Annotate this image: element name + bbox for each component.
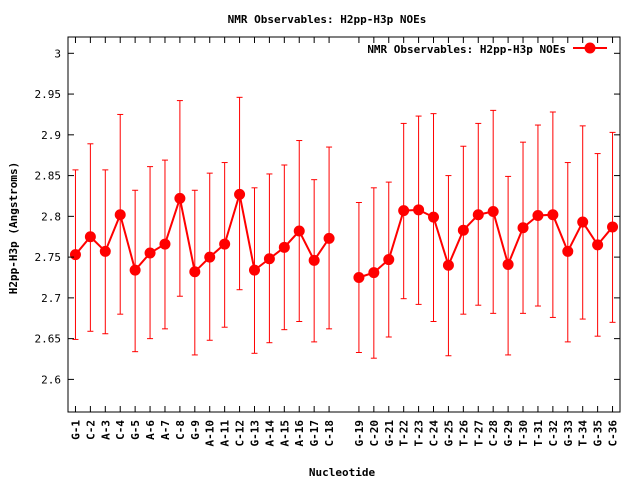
data-point	[144, 247, 156, 259]
data-point	[457, 224, 469, 236]
series-lines-layer	[74, 194, 614, 279]
x-tick-label: G-25	[442, 420, 455, 447]
data-point	[592, 239, 604, 251]
x-tick-label: T-27	[472, 420, 485, 447]
x-tick-label: A-6	[144, 420, 157, 440]
data-point	[248, 264, 260, 276]
x-tick-label: G-35	[592, 420, 605, 447]
legend-label: NMR Observables: H2pp-H3p NOEs	[367, 43, 566, 56]
x-tick-label: A-3	[99, 420, 112, 440]
legend-marker	[584, 42, 596, 54]
data-point	[428, 211, 440, 223]
data-point	[204, 251, 216, 263]
data-point	[263, 253, 275, 265]
x-tick-label: A-14	[263, 420, 276, 447]
data-points-layer	[69, 188, 619, 283]
data-point	[308, 254, 320, 266]
data-point	[607, 221, 619, 233]
y-tick-label: 2.75	[35, 251, 62, 264]
y-tick-label: 2.7	[41, 292, 61, 305]
data-point	[383, 254, 395, 266]
x-tick-label: C-32	[547, 420, 560, 447]
x-tick-label: C-24	[428, 420, 441, 447]
x-tick-label: A-7	[159, 420, 172, 440]
x-tick-label: G-17	[308, 420, 321, 447]
x-tick-label: G-1	[69, 420, 82, 440]
data-point	[532, 210, 544, 222]
plot-frame	[67, 36, 621, 413]
x-tick-label: C-12	[234, 420, 247, 447]
x-axis-label: Nucleotide	[309, 466, 376, 479]
y-tick-label: 2.95	[35, 88, 62, 101]
data-point	[502, 258, 514, 270]
x-tick-label: T-30	[517, 420, 530, 447]
y-tick-label: 2.8	[41, 210, 61, 223]
data-point	[69, 249, 81, 261]
x-tick-label: A-16	[293, 420, 306, 447]
x-tick-label: C-18	[323, 420, 336, 447]
data-point	[84, 231, 96, 243]
x-tick-label: T-26	[457, 420, 470, 447]
data-point	[323, 232, 335, 244]
series-line	[74, 194, 330, 274]
x-tick-label: T-22	[398, 420, 411, 447]
data-point	[487, 205, 499, 217]
data-point	[368, 267, 380, 279]
data-point	[398, 205, 410, 217]
data-point	[353, 271, 365, 283]
x-tick-label: A-10	[204, 420, 217, 447]
data-point	[174, 192, 186, 204]
y-tick-label: 2.85	[35, 170, 62, 183]
data-point	[577, 216, 589, 228]
data-point	[189, 266, 201, 278]
x-tick-label: T-23	[413, 420, 426, 447]
series-line	[358, 208, 614, 279]
x-tick-label: T-31	[532, 420, 545, 447]
y-axis-label: H2pp-H3p (Angstroms)	[7, 162, 20, 294]
x-tick-label: C-4	[114, 420, 127, 440]
data-point	[219, 238, 231, 250]
x-tick-label: G-5	[129, 420, 142, 440]
x-tick-label: T-34	[577, 420, 590, 447]
data-point	[413, 204, 425, 216]
x-tick-label: C-2	[84, 420, 97, 440]
x-tick-label: G-13	[248, 420, 261, 447]
y-tick-label: 2.6	[41, 373, 61, 386]
y-tick-label: 2.65	[35, 333, 62, 346]
y-tick-label: 3	[54, 47, 61, 60]
x-tick-label: C-36	[607, 420, 620, 447]
x-tick-label: G-21	[383, 420, 396, 447]
error-bars-layer	[72, 96, 616, 359]
x-tick-label: A-11	[219, 420, 232, 447]
data-point	[99, 245, 111, 257]
data-point	[129, 264, 141, 276]
x-tick-label: G-33	[562, 420, 575, 447]
x-tick-label: G-29	[502, 420, 515, 447]
data-point	[278, 241, 290, 253]
data-point	[442, 259, 454, 271]
x-tick-label: C-8	[174, 420, 187, 440]
data-point	[472, 209, 484, 221]
data-point	[562, 245, 574, 257]
data-point	[547, 209, 559, 221]
x-tick-label: C-20	[368, 420, 381, 447]
x-tick-label: A-15	[278, 420, 291, 447]
chart-title: NMR Observables: H2pp-H3p NOEs	[228, 13, 427, 26]
y-tick-label: 2.9	[41, 129, 61, 142]
x-tick-label: G-19	[353, 420, 366, 447]
x-tick-label: C-28	[487, 420, 500, 447]
data-point	[159, 238, 171, 250]
data-point	[234, 188, 246, 200]
data-point	[517, 222, 529, 234]
data-point	[293, 225, 305, 237]
legend: NMR Observables: H2pp-H3p NOEs	[367, 42, 607, 56]
data-point	[114, 209, 126, 221]
x-tick-label: G-9	[189, 420, 202, 440]
